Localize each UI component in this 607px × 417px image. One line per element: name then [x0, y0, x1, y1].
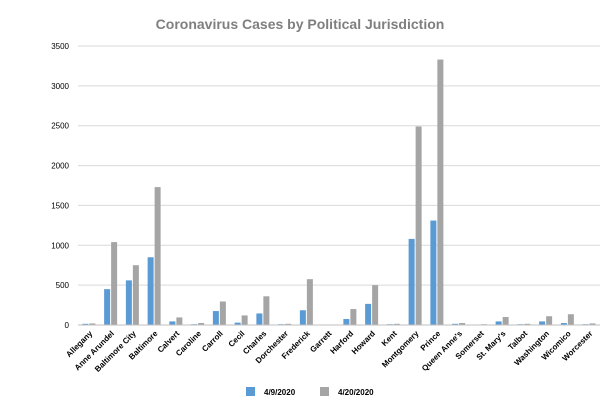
- bar-howard-4-9-2020: [365, 303, 372, 325]
- bar-queen-anne-s-4-20-2020: [459, 323, 466, 325]
- gridlines: [78, 45, 600, 286]
- bar-allegany-4-9-2020: [82, 323, 89, 325]
- y-tick-label: 1500: [51, 201, 69, 210]
- bar-dorchester-4-20-2020: [285, 323, 292, 325]
- bar-calvert-4-9-2020: [169, 321, 176, 325]
- bar-st-mary-s-4-9-2020: [495, 321, 502, 325]
- bar-charles-4-9-2020: [256, 313, 263, 325]
- legend-label-4-20-2020: 4/20/2020: [338, 388, 374, 397]
- bar-anne-arundel-4-20-2020: [111, 242, 118, 325]
- y-tick-label: 2000: [51, 162, 69, 171]
- bar-howard-4-20-2020: [372, 285, 379, 325]
- legend-swatch-4-9-2020: [246, 387, 255, 396]
- bar-st-mary-s-4-20-2020: [502, 317, 509, 325]
- bar-harford-4-9-2020: [343, 319, 350, 325]
- bar-wicomico-4-9-2020: [560, 323, 567, 325]
- x-tick-label-howard: Howard: [350, 329, 377, 356]
- bar-wicomico-4-20-2020: [567, 314, 574, 325]
- bar-baltimore-city-4-20-2020: [132, 265, 139, 325]
- bar-washington-4-9-2020: [539, 321, 546, 325]
- bar-baltimore-4-9-2020: [147, 257, 154, 325]
- y-tick-label: 2500: [51, 122, 69, 131]
- bar-worcester-4-20-2020: [589, 323, 596, 325]
- bar-cecil-4-9-2020: [234, 322, 241, 325]
- y-tick-label: 3500: [51, 42, 69, 51]
- bars: [82, 59, 596, 326]
- bar-queen-anne-s-4-9-2020: [452, 323, 459, 325]
- chart-title: Coronavirus Cases by Political Jurisdict…: [156, 16, 445, 32]
- legend: 4/9/2020 4/20/2020: [246, 387, 374, 397]
- bar-prince-4-20-2020: [437, 59, 444, 326]
- bar-charles-4-20-2020: [263, 296, 270, 325]
- bar-carroll-4-9-2020: [212, 311, 219, 325]
- bar-montgomery-4-9-2020: [408, 238, 415, 325]
- x-tick-label-carroll: Carroll: [200, 329, 225, 354]
- bar-calvert-4-20-2020: [176, 317, 183, 325]
- x-tick-label-cecil: Cecil: [227, 329, 247, 349]
- bar-baltimore-city-4-9-2020: [125, 280, 132, 325]
- bar-anne-arundel-4-9-2020: [104, 289, 111, 325]
- bar-talbot-4-20-2020: [524, 323, 531, 325]
- x-tick-label-kent: Kent: [380, 329, 399, 348]
- bar-frederick-4-9-2020: [299, 310, 306, 325]
- bar-baltimore-4-20-2020: [154, 187, 161, 325]
- y-axis-ticks: 0 500 1000 1500 2000 2500 3000 3500: [51, 42, 69, 330]
- bar-caroline-4-20-2020: [198, 323, 205, 325]
- bar-washington-4-20-2020: [546, 316, 553, 325]
- legend-label-4-9-2020: 4/9/2020: [264, 388, 296, 397]
- y-tick-label: 1000: [51, 241, 69, 250]
- bar-frederick-4-20-2020: [306, 279, 313, 325]
- legend-swatch-4-20-2020: [320, 387, 329, 396]
- bar-carroll-4-20-2020: [219, 301, 226, 325]
- bar-harford-4-20-2020: [350, 309, 357, 325]
- bar-montgomery-4-20-2020: [415, 126, 422, 325]
- bar-kent-4-20-2020: [393, 323, 400, 325]
- y-tick-label: 3000: [51, 82, 69, 91]
- bar-cecil-4-20-2020: [241, 315, 248, 325]
- bar-allegany-4-20-2020: [89, 323, 96, 325]
- y-tick-label: 0: [65, 321, 70, 330]
- bar-prince-4-9-2020: [430, 220, 437, 325]
- y-tick-label: 500: [56, 281, 70, 290]
